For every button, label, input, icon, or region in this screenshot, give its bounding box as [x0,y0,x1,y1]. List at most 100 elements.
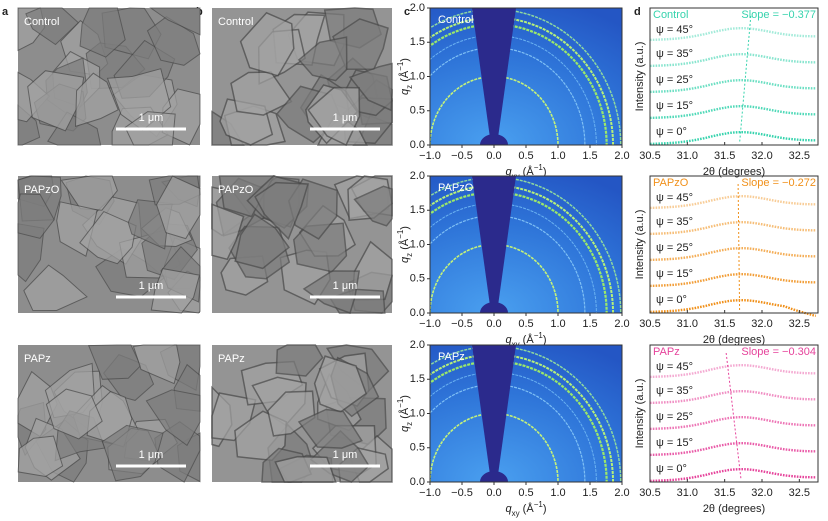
y-tick-label: 1.5 [410,204,425,216]
sample-name: PAPz [438,351,465,363]
psi-label: ψ = 0° [656,126,687,138]
axis-label-part: ) [399,58,411,62]
panel-label: d [634,6,641,18]
grain [17,435,64,478]
axis-label-part: ) [399,395,411,399]
psi-label: ψ = 35° [656,48,693,60]
scale-bar-label: 1 μm [139,112,164,124]
y-tick-label: 0.5 [410,105,425,117]
psi-label: ψ = 25° [656,411,693,423]
axis-label: Intensity (a.u.) [634,379,646,449]
psi-label: ψ = 0° [656,463,687,475]
x-tick-label: 1.0 [550,487,565,499]
axis-label: qz (Å−1) [396,395,414,432]
diffraction-ring [430,412,559,482]
y-tick-label: 1.5 [410,373,425,385]
axis-label-part: ) [543,503,547,515]
grain [17,193,55,239]
diffraction-ring [430,360,608,482]
x-tick-label: 0.5 [518,487,533,499]
x-tick-label: 31.0 [677,487,698,499]
x-tick-label: 31.5 [714,487,735,499]
axis-label-part: −1 [534,331,544,340]
grain [353,185,393,227]
grain [149,7,201,36]
grain [60,175,118,211]
y-tick-label: 2.0 [410,2,425,14]
axis-label-part: (Å [398,407,411,422]
beamstop [480,134,508,145]
psi-label: ψ = 35° [656,216,693,228]
y-tick-label: 0.5 [410,273,425,285]
psi-label: ψ = 15° [656,437,693,449]
axis-label-part: −1 [396,61,405,71]
x-tick-label: 30.5 [639,318,660,330]
giwaxs-map [430,8,622,145]
x-tick-label: 2.0 [614,318,629,330]
sample-name: PAPz [218,353,245,365]
grain [47,111,102,146]
panel-label: c [404,6,410,18]
grain [274,455,337,483]
x-tick-label: 0.5 [518,150,533,162]
grain [87,344,142,380]
sample-name: Control [24,16,59,28]
y-tick-label: 1.0 [410,407,425,419]
y-tick-label: 1.0 [410,238,425,250]
x-tick-label: 32.0 [751,318,772,330]
psi-label: ψ = 45° [656,361,693,373]
sample-name: Control [438,14,473,26]
psi-label: ψ = 35° [656,385,693,397]
psi-label: ψ = 45° [656,192,693,204]
x-tick-label: −0.5 [451,487,473,499]
scale-bar-label: 1 μm [333,112,358,124]
scale-bar-label: 1 μm [139,280,164,292]
giwaxs-map [430,176,622,313]
axis-label: qxy (Å−1) [506,500,547,518]
x-tick-label: −1.0 [419,150,441,162]
y-tick-label: 0.5 [410,442,425,454]
axis-label-part: (Å [520,502,535,515]
axis-label-part: q [399,425,411,432]
axis-label-part: z [405,85,414,89]
slope-label: Slope = −0.377 [741,9,816,21]
sample-name: PAPzO [218,184,254,196]
beamstop [480,471,508,482]
sample-name: Control [653,9,688,21]
axis-label-part: −1 [396,398,405,408]
slope-label: Slope = −0.272 [741,177,816,189]
y-tick-label: 2.0 [410,170,425,182]
axis-label: 2θ (degrees) [703,503,765,515]
grain [302,270,360,314]
axis-label: qz (Å−1) [396,226,414,263]
diffraction-ring [430,243,559,313]
grain [155,175,201,240]
axis-label-part: −1 [534,500,544,509]
diffraction-ring [430,191,608,313]
psi-label: ψ = 0° [656,294,687,306]
x-tick-label: 0.0 [486,150,501,162]
sample-name: PAPzO [653,177,689,189]
x-tick-label: 2.0 [614,487,629,499]
grain [45,388,103,440]
grain [297,36,348,82]
map-bg [430,8,622,145]
axis-label-part: ) [399,226,411,230]
axis-label: Intensity (a.u.) [634,210,646,280]
x-tick-label: 32.5 [789,487,810,499]
axis-label: Intensity (a.u.) [634,42,646,112]
grain [74,72,119,128]
plot-frame [649,344,819,483]
x-tick-label: 1.0 [550,150,565,162]
grain [132,344,181,385]
x-tick-label: 1.5 [582,487,597,499]
sample-name: PAPz [653,346,680,358]
y-tick-label: 1.0 [410,70,425,82]
x-tick-label: 2.0 [614,150,629,162]
psi-label: ψ = 45° [656,24,693,36]
axis-label-part: z [405,422,414,426]
y-tick-label: 0.0 [410,476,425,488]
grain [297,408,363,449]
grain [254,181,309,241]
